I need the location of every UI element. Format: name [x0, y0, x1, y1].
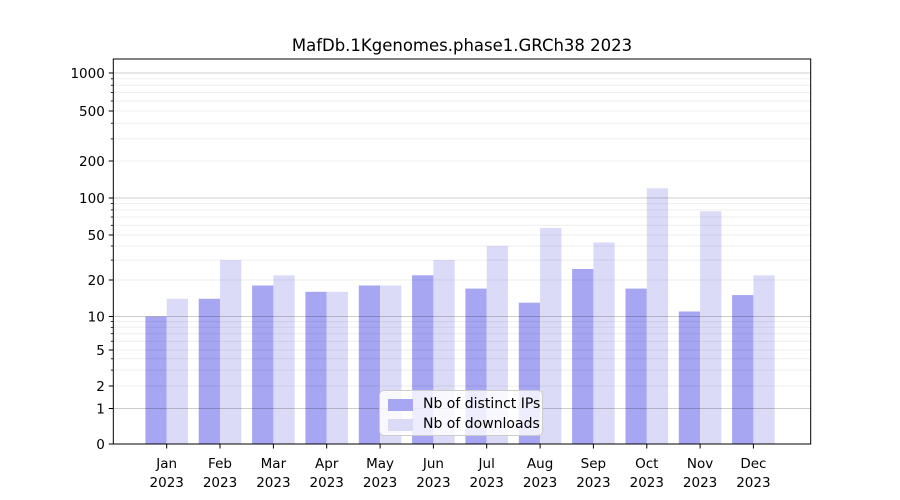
- legend-label-distinct-ips: Nb of distinct IPs: [423, 396, 541, 412]
- bar-ips-oct: [625, 288, 647, 444]
- x-axis: Jan 2023 Feb 2023 Mar 2023 Apr 2023 May 2023 Jun 20…: [150, 444, 771, 491]
- bar-ips-nov: [678, 311, 701, 444]
- bar-downloads-dec: [753, 275, 775, 444]
- y-tick-label: 200: [79, 154, 105, 170]
- x-tick-label-month: Nov: [687, 456, 713, 472]
- y-tick-label: 0: [96, 437, 105, 453]
- x-tick-label-year: 2023: [416, 475, 450, 491]
- x-tick-label-month: Jul: [478, 456, 495, 472]
- spines: [112, 58, 812, 445]
- gridlines: [113, 72, 811, 409]
- y-tick-label: 1: [96, 401, 105, 417]
- x-tick-label-month: Jun: [422, 456, 444, 472]
- x-tick-label-year: 2023: [470, 475, 504, 491]
- y-tick-label: 1000: [70, 66, 104, 82]
- x-tick-label-month: Dec: [740, 456, 766, 472]
- bar-ips-jan: [145, 316, 167, 444]
- x-tick-label-year: 2023: [683, 475, 717, 491]
- x-tick-label-year: 2023: [256, 475, 290, 491]
- x-tick-label-year: 2023: [736, 475, 770, 491]
- x-tick-label-year: 2023: [150, 475, 184, 491]
- bar-ips-feb: [198, 298, 220, 444]
- x-tick-label-month: Aug: [527, 456, 553, 472]
- legend-swatch-downloads: [388, 418, 413, 431]
- legend-row-distinct-ips: Nb of distinct IPs: [388, 395, 542, 414]
- y-tick-label: 2: [96, 379, 105, 395]
- y-tick-label: 5: [96, 343, 105, 359]
- x-tick-label-month: Oct: [635, 456, 658, 472]
- x-tick-label-year: 2023: [523, 475, 557, 491]
- x-tick-label-year: 2023: [203, 475, 237, 491]
- bar-downloads-feb: [220, 260, 242, 444]
- bar-downloads-jan: [166, 298, 188, 444]
- y-tick-label: 100: [79, 191, 105, 207]
- legend-label-downloads: Nb of downloads: [423, 416, 540, 432]
- bar-ips-may: [358, 285, 381, 444]
- bar-downloads-aug: [540, 228, 562, 444]
- legend-row-downloads: Nb of downloads: [388, 415, 542, 434]
- bar-ips-apr: [305, 291, 327, 444]
- bar-ips-sep: [572, 269, 594, 444]
- bar-downloads-mar: [273, 275, 295, 444]
- bar-downloads-oct: [646, 188, 669, 444]
- x-tick-label-month: May: [366, 456, 394, 472]
- bar-downloads-sep: [593, 242, 615, 444]
- x-tick-label-year: 2023: [576, 475, 610, 491]
- y-tick-label: 20: [88, 273, 105, 289]
- x-tick-label-year: 2023: [630, 475, 664, 491]
- x-tick-label-month: Jan: [155, 456, 177, 472]
- x-tick-label-month: Apr: [315, 456, 339, 472]
- x-tick-label-month: Feb: [208, 456, 232, 472]
- chart-title: MafDb.1Kgenomes.phase1.GRCh38 2023: [291, 36, 633, 55]
- x-tick-label-year: 2023: [310, 475, 344, 491]
- bar-ips-dec: [732, 295, 754, 444]
- bar-downloads-nov: [700, 211, 722, 444]
- legend: Nb of distinct IPs Nb of downloads: [379, 390, 543, 436]
- y-axis: 0 1 2 5 10 20 50 100 200 500 1000: [70, 66, 114, 453]
- x-tick-label-month: Sep: [581, 456, 606, 472]
- y-tick-label: 50: [88, 228, 105, 244]
- y-tick-label: 10: [88, 309, 105, 325]
- legend-swatch-distinct-ips: [388, 398, 413, 411]
- bar-downloads-apr: [326, 291, 348, 444]
- bar-ips-mar: [252, 285, 274, 444]
- plot-border: [112, 58, 812, 445]
- x-tick-label-year: 2023: [363, 475, 397, 491]
- x-tick-label-month: Mar: [261, 456, 287, 472]
- y-tick-label: 500: [79, 104, 105, 120]
